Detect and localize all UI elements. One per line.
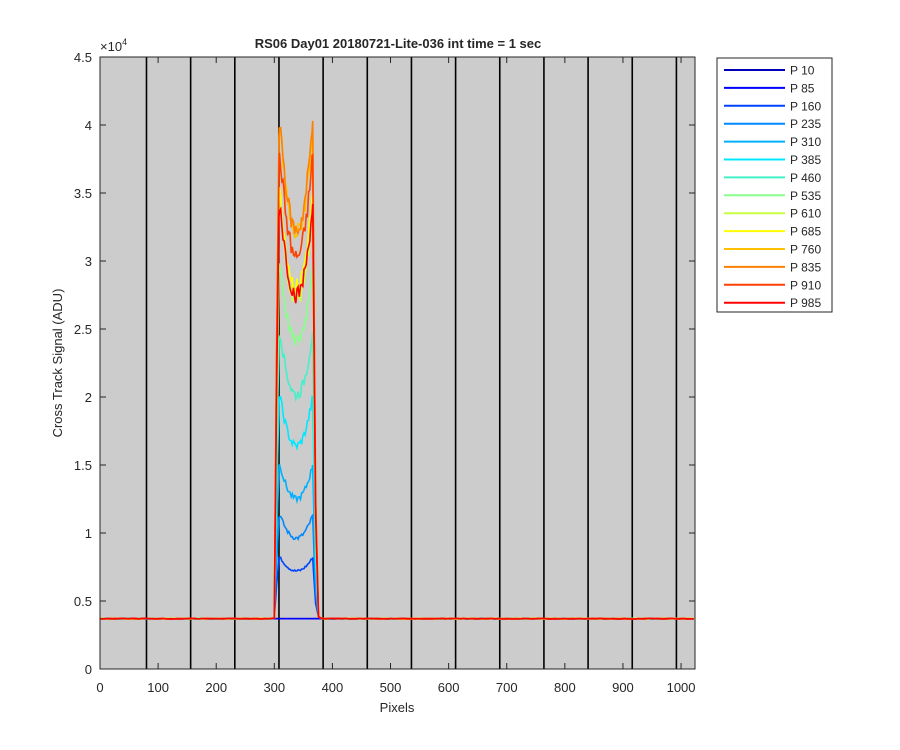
- legend-label: P 610: [790, 207, 821, 221]
- legend-item: P 610: [724, 207, 821, 221]
- series-lines: [99, 120, 694, 620]
- y-tick-label: 2.5: [74, 322, 92, 337]
- x-tick-label: 900: [612, 680, 634, 695]
- y-tick-label: 4: [85, 118, 92, 133]
- x-tick-label: 200: [205, 680, 227, 695]
- legend-label: P 910: [790, 278, 821, 292]
- x-tick-label: 400: [322, 680, 344, 695]
- plot-area: [99, 56, 696, 670]
- legend-box: [716, 57, 833, 313]
- legend: P 10 P 85 P 160 P 235 P 310 P 385 P 460 P 535 P …: [716, 57, 833, 313]
- x-tick-label: 600: [438, 680, 460, 695]
- legend-item: P 460: [724, 171, 821, 185]
- series-line-p985: [100, 203, 694, 620]
- x-tick-label: 500: [380, 680, 402, 695]
- legend-label: P 760: [790, 243, 821, 257]
- legend-item: P 10: [724, 64, 815, 78]
- x-tick-label: 300: [263, 680, 285, 695]
- legend-label: P 310: [790, 135, 821, 149]
- legend-label: P 835: [790, 260, 821, 274]
- legend-label: P 235: [790, 117, 821, 131]
- legend-item: P 160: [724, 99, 821, 113]
- x-tick-label: 800: [554, 680, 576, 695]
- y-axis-label: Cross Track Signal (ADU): [50, 289, 65, 438]
- x-axis-ticks: 0 100 200 300 400 500 600 700 800 900 1000: [96, 57, 696, 695]
- x-axis-label: Pixels: [380, 700, 415, 715]
- legend-label: P 685: [790, 225, 821, 239]
- legend-label: P 460: [790, 171, 821, 185]
- x-tick-label: 0: [96, 680, 103, 695]
- legend-label: P 535: [790, 189, 821, 203]
- legend-item: P 385: [724, 153, 821, 167]
- y-tick-label: 1.5: [74, 458, 92, 473]
- legend-item: P 760: [724, 243, 821, 257]
- legend-item: P 985: [724, 296, 821, 310]
- y-tick-label: 4.5: [74, 50, 92, 65]
- y-tick-label: 1: [85, 526, 92, 541]
- legend-label: P 160: [790, 99, 821, 113]
- legend-label: P 85: [790, 81, 815, 95]
- legend-item: P 235: [724, 117, 821, 131]
- y-tick-label: 2: [85, 390, 92, 405]
- y-tick-label: 3: [85, 254, 92, 269]
- x-tick-label: 700: [496, 680, 518, 695]
- chart-title: RS06 Day01 20180721-Lite-036 int time = …: [255, 36, 542, 51]
- x-tick-label: 100: [147, 680, 169, 695]
- y-tick-label: 3.5: [74, 186, 92, 201]
- plot-frame: [99, 56, 696, 670]
- y-axis-ticks: 0 0.5 1 1.5 2 2.5 3 3.5 4 4.5: [74, 50, 695, 677]
- legend-item: P 535: [724, 189, 821, 203]
- legend-label: P 985: [790, 296, 821, 310]
- legend-item: P 310: [724, 135, 821, 149]
- x-tick-label: 1000: [667, 680, 696, 695]
- legend-item: P 85: [724, 81, 815, 95]
- grid-lines: [145, 57, 678, 669]
- y-axis-exponent: ×104: [100, 37, 127, 54]
- legend-item: P 685: [724, 225, 821, 239]
- y-tick-label: 0: [85, 662, 92, 677]
- legend-item: P 910: [724, 278, 821, 292]
- legend-label: P 10: [790, 64, 815, 78]
- y-tick-label: 0.5: [74, 594, 92, 609]
- legend-item: P 835: [724, 260, 821, 274]
- legend-label: P 385: [790, 153, 821, 167]
